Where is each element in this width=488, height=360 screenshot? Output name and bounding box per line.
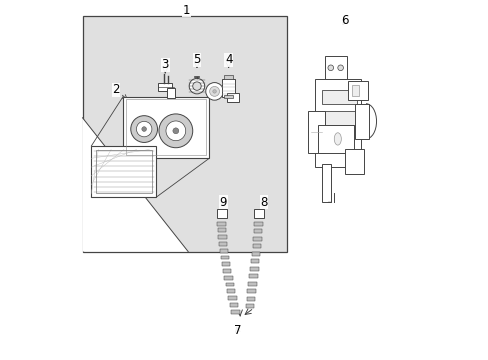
Circle shape — [192, 82, 201, 90]
Bar — [217, 229, 225, 232]
Circle shape — [212, 90, 216, 93]
Ellipse shape — [334, 133, 341, 145]
Bar — [123, 97, 209, 158]
Bar — [351, 85, 358, 96]
Text: 5: 5 — [193, 53, 200, 68]
Bar — [223, 269, 231, 273]
Circle shape — [173, 128, 179, 134]
Bar — [249, 274, 257, 278]
Text: 1: 1 — [183, 4, 190, 17]
Bar — [125, 99, 206, 156]
Bar — [321, 111, 356, 125]
Text: 9: 9 — [219, 196, 226, 209]
Bar — [219, 249, 228, 253]
Text: 4: 4 — [224, 53, 232, 68]
Circle shape — [337, 65, 343, 71]
Bar — [245, 305, 253, 308]
Bar — [217, 222, 225, 225]
Bar — [314, 79, 360, 167]
Bar — [344, 149, 364, 174]
Bar — [253, 237, 261, 240]
Circle shape — [189, 78, 204, 94]
Bar — [347, 81, 367, 100]
Bar — [218, 235, 226, 239]
Bar — [82, 16, 286, 252]
Circle shape — [205, 82, 223, 100]
Bar — [307, 111, 325, 153]
Bar — [253, 229, 262, 233]
Bar — [226, 93, 239, 102]
Circle shape — [130, 116, 157, 143]
Bar — [318, 125, 353, 153]
Bar — [229, 303, 238, 307]
Bar — [222, 79, 235, 97]
Bar — [95, 150, 152, 193]
Circle shape — [209, 86, 219, 96]
Bar — [91, 146, 156, 197]
Polygon shape — [82, 118, 188, 252]
Bar — [254, 222, 262, 225]
Text: 7: 7 — [233, 324, 241, 337]
Bar — [219, 242, 227, 246]
Bar — [224, 95, 232, 98]
Bar — [253, 209, 263, 218]
Bar — [220, 256, 229, 260]
Text: 6: 6 — [341, 14, 348, 27]
Bar — [216, 209, 226, 218]
Bar — [321, 90, 356, 104]
Circle shape — [327, 65, 333, 71]
Bar — [231, 310, 240, 314]
Bar — [224, 75, 232, 79]
Bar — [355, 104, 369, 139]
Bar — [225, 283, 233, 287]
Bar — [222, 262, 230, 266]
Bar — [251, 252, 260, 256]
Circle shape — [136, 121, 152, 137]
Text: 8: 8 — [260, 196, 267, 209]
Text: 3: 3 — [161, 58, 169, 73]
Bar — [167, 88, 174, 98]
Bar — [247, 289, 255, 293]
Circle shape — [142, 127, 146, 131]
Bar — [321, 163, 330, 202]
Circle shape — [159, 114, 192, 148]
Bar — [224, 276, 232, 280]
Bar — [250, 259, 259, 263]
Text: 2: 2 — [112, 83, 127, 99]
Bar — [249, 267, 258, 271]
Bar — [252, 244, 261, 248]
Bar — [325, 56, 346, 79]
Bar — [158, 82, 172, 91]
Bar — [248, 282, 256, 286]
Bar — [246, 297, 254, 301]
Circle shape — [165, 121, 185, 141]
Bar — [228, 296, 236, 300]
Bar — [226, 289, 235, 293]
